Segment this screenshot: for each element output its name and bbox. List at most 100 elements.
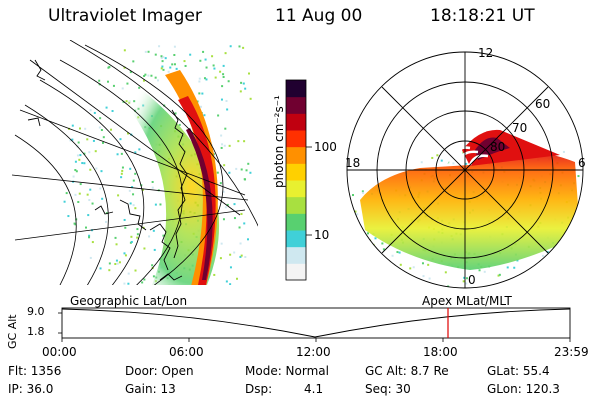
geo-speckle-dot <box>132 60 135 63</box>
polar-speckle-dot <box>571 289 573 291</box>
polar-speckle-dot <box>366 232 369 235</box>
polar-speckle-dot <box>526 274 529 277</box>
geo-speckle-dot <box>114 236 117 239</box>
flight-number: Flt: 1356 <box>8 364 62 378</box>
geo-speckle-dot <box>63 200 66 203</box>
geo-speckle-dot <box>144 73 147 76</box>
geo-speckle-dot <box>77 200 80 203</box>
polar-speckle-dot <box>431 156 434 159</box>
polar-speckle-dot <box>465 277 468 280</box>
geo-speckle-dot <box>224 52 227 55</box>
polar-speckle-dot <box>427 263 430 266</box>
coastlines <box>27 59 188 281</box>
geo-speckle-dot <box>227 80 230 83</box>
auroral-oval-band <box>165 70 218 285</box>
geo-speckle-dot <box>213 273 216 276</box>
geo-speckle-dot <box>108 262 111 265</box>
polar-speckle-dot <box>562 267 565 270</box>
geo-speckle-dot <box>131 186 134 189</box>
geo-speckle-dot <box>71 124 74 127</box>
geo-speckle-dot <box>226 108 229 111</box>
geo-speckle-dot <box>87 214 90 217</box>
polar-speckle-dot <box>452 162 455 165</box>
geo-grid <box>11 40 258 285</box>
geo-speckle-dot <box>217 114 220 117</box>
colorbar <box>285 79 312 281</box>
geo-speckle-dot <box>160 55 163 58</box>
polar-speckle-dot <box>498 273 501 276</box>
auroral-oval-peak <box>186 128 213 280</box>
geo-speckle-dot <box>144 50 147 53</box>
time-label-2359: 23:59 <box>554 345 589 359</box>
colorbar-label-100: 100 <box>314 140 337 154</box>
geo-speckle-dot <box>152 229 155 232</box>
polar-speckle-dot <box>463 276 466 279</box>
geo-speckle-dot <box>91 202 94 205</box>
geo-speckle-dot <box>240 81 243 84</box>
polar-speckle-dot <box>409 267 412 270</box>
mlt-18-label: 18 <box>345 156 361 170</box>
geo-speckle-dot <box>85 226 88 229</box>
geo-speckle-dot <box>114 263 117 266</box>
geo-speckle-dot <box>220 146 223 149</box>
geo-speckle-dot <box>123 66 126 69</box>
geo-speckle-dot <box>220 134 223 137</box>
geo-speckle-dot <box>142 79 145 82</box>
polar-speckle-dot <box>412 266 415 269</box>
geo-speckle-dot <box>101 197 104 200</box>
colorbar-cell <box>286 163 306 181</box>
polar-speckle-dot <box>512 278 515 281</box>
polar-speckle-dot <box>360 280 363 283</box>
polar-speckle-dot <box>377 256 380 259</box>
geo-speckle-dot <box>154 76 157 79</box>
observation-time: 18:18:21 UT <box>430 6 535 26</box>
polar-speckle-dot <box>547 264 550 267</box>
geo-speckle-dot <box>245 169 248 172</box>
altitude-plot <box>58 307 571 342</box>
geo-speckle-dot <box>219 70 222 73</box>
geo-speckle-dot <box>222 190 225 193</box>
geo-speckle-dot <box>124 226 127 229</box>
polar-speckle-dot <box>506 266 509 269</box>
colorbar-unit-label: photon cm⁻²s⁻¹ <box>272 95 286 188</box>
polar-speckle-dot <box>561 255 564 258</box>
geo-speckle-dot <box>74 193 77 196</box>
geo-speckle-dot <box>89 109 92 112</box>
geo-speckle-dot <box>92 139 95 142</box>
geo-speckle-dot <box>143 278 146 281</box>
geo-speckle-dot <box>184 64 187 67</box>
geo-speckle-dot <box>98 79 101 82</box>
polar-speckle-dot <box>562 287 565 288</box>
geo-speckle-dot <box>78 192 81 195</box>
polar-speckle-dot <box>557 287 560 288</box>
polar-speckle-dot <box>478 269 481 272</box>
geo-speckle-dot <box>219 182 222 185</box>
polar-grid <box>346 51 584 289</box>
geo-speckle-dot <box>200 105 203 108</box>
geo-speckle-dot <box>136 236 139 239</box>
geo-speckle-dot <box>100 170 103 173</box>
geo-speckle-dot <box>130 235 133 238</box>
geo-speckle-dot <box>75 170 78 173</box>
mlt-0-label: 0 <box>468 273 476 287</box>
geo-speckle-dot <box>121 169 124 172</box>
geo-speckle-dot <box>198 92 201 95</box>
geo-speckle-dot <box>240 254 243 257</box>
geo-speckle-dot <box>238 45 241 48</box>
geo-speckle-dot <box>222 64 225 67</box>
geo-speckle-dot <box>201 92 204 95</box>
geo-speckle-dot <box>86 193 89 196</box>
polar-speckle-dot <box>561 261 564 264</box>
colorbar-cell <box>286 246 306 264</box>
geo-speckle-dot <box>244 178 247 181</box>
geo-speckle-dot <box>91 241 94 244</box>
geo-speckle-dot <box>158 45 161 48</box>
geo-speckle-dot <box>196 100 199 103</box>
geo-speckle-dot <box>102 141 105 144</box>
colorbar-label-10: 10 <box>314 228 330 242</box>
polar-image <box>346 51 584 291</box>
geo-speckle-dot <box>79 127 82 130</box>
polar-speckle-dot <box>371 282 374 285</box>
polar-speckle-dot <box>507 281 510 284</box>
